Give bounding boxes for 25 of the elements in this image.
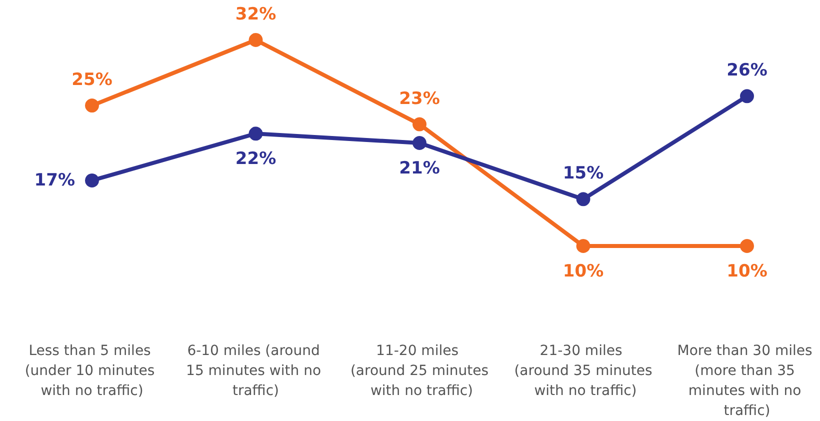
x-tick-label: 21-30 miles (around 35 minutes with no traffic) <box>514 343 652 399</box>
point <box>412 117 426 132</box>
data-label: 10% <box>562 262 604 282</box>
data-label: 26% <box>726 60 768 81</box>
point <box>248 126 263 141</box>
data-label: 25% <box>72 70 112 90</box>
data-label: 17% <box>34 170 75 190</box>
data-label: 10% <box>726 262 768 282</box>
data-label: 15% <box>562 164 604 184</box>
x-tick-label: 11-20 miles (around 25 minutes with no traffic) <box>350 343 489 399</box>
x-tick-label: Less than 5 miles (under 10 minutes with no traffic) <box>24 343 160 399</box>
point <box>576 192 590 206</box>
point <box>85 98 99 113</box>
data-label: 23% <box>399 88 440 109</box>
x-tick-label: 6-10 miles (around 15 minutes with no traffic) <box>186 343 326 399</box>
point <box>85 173 99 188</box>
data-label: 21% <box>399 158 440 178</box>
point <box>740 239 754 253</box>
point <box>412 136 426 150</box>
x-tick-label: More than 30 miles (more than 35 minutes with no traffic) <box>677 343 817 419</box>
point <box>740 89 754 104</box>
data-label: 22% <box>235 149 276 170</box>
point <box>248 33 263 47</box>
point <box>576 239 590 253</box>
data-label: 32% <box>235 4 276 24</box>
